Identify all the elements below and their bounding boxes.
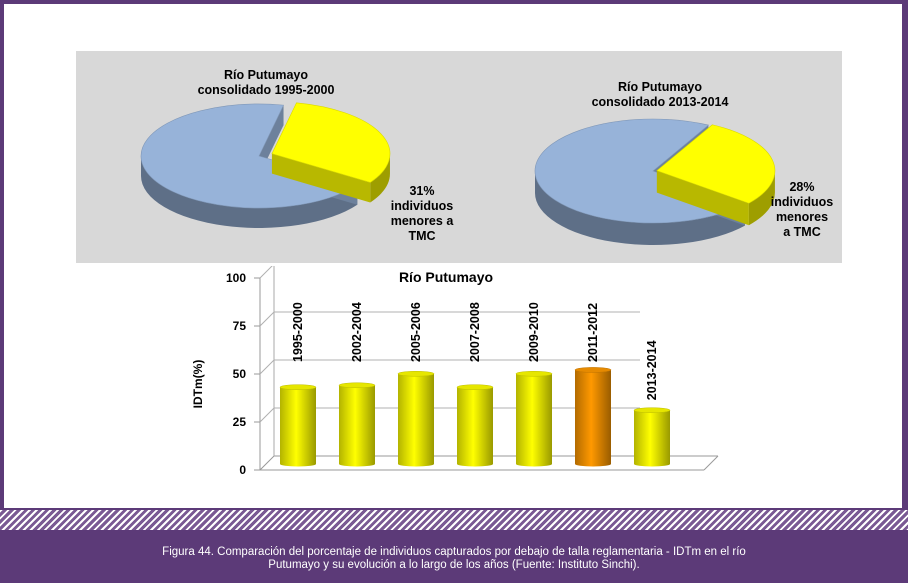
pie-1-slice-1	[271, 102, 391, 203]
pie-1-slice-1-wall	[370, 153, 390, 203]
decorative-stripe	[0, 510, 908, 530]
pie-2-slice-label: 28% individuos menores a TMC	[756, 180, 848, 240]
figure-caption: Figura 44. Comparación del porcentaje de…	[0, 546, 908, 572]
bar-body	[457, 387, 493, 467]
bar-body	[634, 410, 670, 467]
bar-top	[456, 384, 494, 390]
category-label: 2005-2006	[409, 302, 423, 362]
bar-2002-2004: 2002-2004	[338, 302, 376, 467]
bar-top	[574, 367, 612, 373]
figure-page: Río Putumayo consolidado 1995-2000 31% i…	[4, 4, 902, 508]
pie-2-title-line2: consolidado 2013-2014	[591, 95, 729, 109]
bar-1995-2000: 1995-2000	[279, 302, 317, 467]
pie-2-slice-1	[656, 124, 776, 226]
gridline	[259, 266, 273, 279]
caption-line2: Putumayo y su evolución a lo largo de lo…	[268, 559, 640, 571]
bar-top	[338, 382, 376, 389]
pie-2-note-line2: individuos	[770, 195, 834, 209]
floor-right-edge	[703, 455, 719, 471]
bar-2005-2006: 2005-2006	[397, 302, 435, 467]
pie-2-slice-1-wall	[748, 170, 775, 226]
bar-body	[280, 387, 316, 467]
gridline	[259, 311, 640, 327]
pie-1-slice-1-edge-2	[271, 153, 371, 203]
y-tick-label: 100	[226, 271, 246, 285]
pie-2	[534, 118, 776, 245]
pie-2-slice-2-wall	[535, 171, 745, 245]
category-label: 2002-2004	[350, 302, 364, 362]
pie-1	[140, 102, 391, 228]
bar-body	[516, 373, 552, 467]
y-tick-label: 0	[239, 463, 246, 477]
pie-charts-panel: Río Putumayo consolidado 1995-2000 31% i…	[76, 51, 842, 263]
y-tick-label: 75	[233, 319, 247, 333]
pie-1-note-line4: TMC	[408, 229, 436, 243]
category-label: 1995-2000	[291, 302, 305, 362]
pie-2-title: Río Putumayo consolidado 2013-2014	[550, 80, 770, 110]
pie-1-note-line2: individuos	[390, 199, 454, 213]
category-label: 2007-2008	[468, 302, 482, 362]
bar-body	[398, 373, 434, 467]
pie-1-title: Río Putumayo consolidado 1995-2000	[156, 68, 376, 98]
bar-2009-2010: 2009-2010	[515, 302, 553, 467]
pie-1-slice-1-top	[271, 102, 391, 183]
gridline	[259, 359, 640, 375]
bar-top	[633, 407, 671, 413]
bar-chart-title: Río Putumayo	[399, 269, 493, 285]
bar-top	[279, 384, 317, 390]
bar-2013-2014: 2013-2014	[633, 340, 671, 467]
bar-top	[397, 371, 435, 377]
pie-1-note-line1: 31%	[409, 184, 435, 198]
pie-1-slice-2-wall	[141, 156, 358, 228]
pie-2-title-line1: Río Putumayo	[617, 80, 703, 94]
category-label: 2009-2010	[527, 302, 541, 362]
pie-2-slice-1-edge-2	[656, 170, 749, 226]
pie-1-title-line1: Río Putumayo	[223, 68, 309, 82]
y-tick-label: 50	[233, 367, 247, 381]
pie-2-note-line3: menores	[775, 210, 829, 224]
bar-series: 1995-2000 2002-2004 2005-2006 2007-2008 2009…	[279, 302, 671, 467]
bar-body	[575, 369, 611, 467]
bar-chart-panel: 0 25 50 75 100 IDTm(%) Río Putumayo 1995-2000 20…	[180, 266, 738, 482]
pie-1-note-line3: menores a	[390, 214, 454, 228]
category-label: 2013-2014	[645, 340, 659, 400]
pie-1-title-line2: consolidado 1995-2000	[197, 83, 335, 97]
bar-2011-2012: 2011-2012	[574, 303, 612, 467]
pie-charts-svg	[140, 102, 776, 245]
caption-line1: Figura 44. Comparación del porcentaje de…	[162, 546, 746, 558]
y-axis-label: IDTm(%)	[191, 360, 205, 409]
pie-2-note-line4: a TMC	[783, 225, 821, 239]
bar-2007-2008: 2007-2008	[456, 302, 494, 467]
bar-body	[339, 385, 375, 467]
bar-top	[515, 371, 553, 377]
bar-axes: 0 25 50 75 100	[226, 266, 719, 477]
category-label: 2011-2012	[586, 303, 600, 362]
bar-chart-svg: 0 25 50 75 100 IDTm(%) Río Putumayo 1995-2000 20…	[191, 266, 719, 477]
pie-2-slice-1-top	[656, 124, 776, 204]
y-tick-label: 25	[233, 415, 247, 429]
pie-1-slice-label: 31% individuos menores a TMC	[372, 184, 472, 244]
pie-2-note-line1: 28%	[789, 180, 815, 194]
